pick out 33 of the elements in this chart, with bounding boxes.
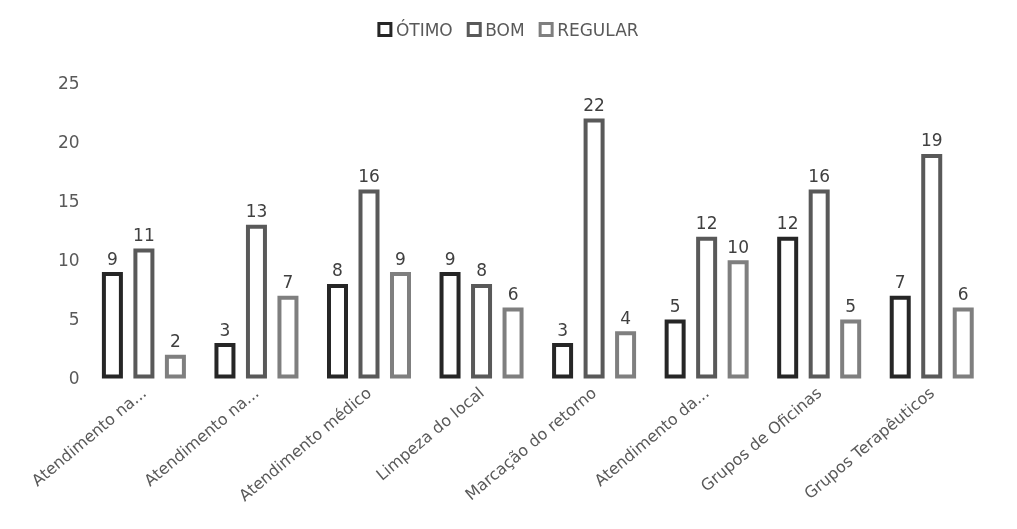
data-label: 16 [808,165,830,186]
data-label: 9 [106,248,118,269]
data-label: 6 [507,284,519,305]
data-label: 5 [845,295,857,316]
y-tick-label: 15 [57,191,80,212]
data-label: 8 [476,260,487,281]
data-label: 3 [557,319,568,340]
data-label: 2 [169,331,181,352]
data-label: 11 [133,224,155,245]
legend-label: ÓTIMO [395,18,453,40]
data-label: 10 [727,236,749,257]
y-tick-label: 5 [68,309,80,330]
data-label: 13 [245,201,268,222]
y-tick-label: 0 [68,368,80,389]
data-label: 12 [776,213,799,234]
data-label: 9 [395,248,406,269]
data-label: 7 [894,272,906,293]
legend-label: REGULAR [557,19,639,40]
data-label: 8 [332,260,343,281]
data-label: 22 [583,94,605,115]
data-label: 5 [669,295,681,316]
y-tick-label: 10 [57,250,80,271]
data-label: 3 [219,319,231,340]
data-label: 9 [444,248,456,269]
legend-label: BOM [485,19,525,40]
data-label: 16 [358,165,380,186]
y-tick-label: 20 [57,132,80,153]
data-label: 7 [282,272,294,293]
data-label: 12 [695,213,718,234]
data-label: 19 [920,130,943,151]
data-label: 6 [957,284,969,305]
y-tick-label: 25 [57,73,80,93]
data-label: 4 [620,307,631,328]
